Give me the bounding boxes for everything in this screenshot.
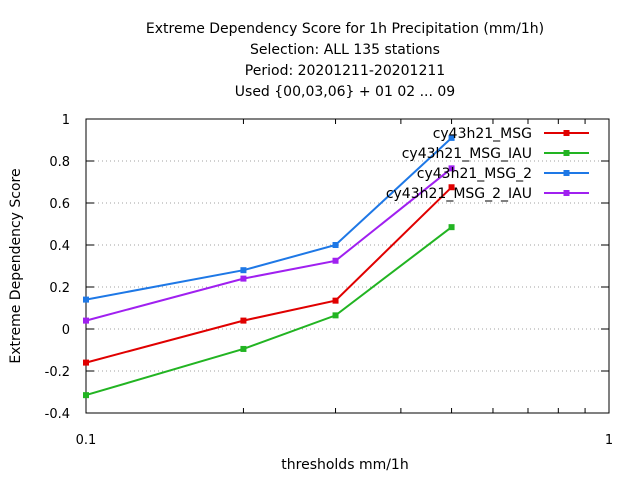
legend-marker — [563, 150, 570, 156]
x-tick-label: 0.1 — [76, 433, 97, 448]
chart-title: Extreme Dependency Score for 1h Precipit… — [146, 21, 544, 100]
series-layer — [83, 134, 455, 399]
y-tick-label: 0 — [62, 323, 70, 338]
data-point — [332, 257, 339, 264]
legend-label: cy43h21_MSG_IAU — [402, 146, 532, 162]
y-tick-label: 0.2 — [49, 281, 70, 296]
y-tick-label: 0.4 — [49, 239, 70, 254]
y-axis-label: Extreme Dependency Score — [8, 168, 24, 363]
series-4 — [83, 165, 455, 324]
data-point — [332, 312, 339, 319]
data-point — [83, 317, 89, 324]
title-line-2: Selection: ALL 135 stations — [250, 42, 440, 58]
x-axis-label: thresholds mm/1h — [281, 457, 408, 473]
data-point — [240, 345, 247, 352]
data-point — [83, 359, 89, 366]
legend-label: cy43h21_MSG_2 — [417, 166, 532, 182]
y-tick-label: 1 — [62, 113, 70, 128]
legend-marker — [563, 190, 570, 196]
x-tick-label: 1 — [605, 433, 613, 448]
data-point — [332, 242, 339, 248]
title-line-3: Period: 20201211-20201211 — [245, 63, 445, 79]
data-point — [240, 267, 247, 274]
legend-label: cy43h21_MSG_2_IAU — [386, 186, 532, 202]
series-line — [85, 226, 453, 397]
data-point — [83, 392, 89, 399]
data-point — [240, 317, 247, 324]
legend-label: cy43h21_MSG — [433, 126, 532, 142]
data-point — [83, 296, 89, 303]
data-point — [448, 165, 455, 172]
legend-marker — [563, 130, 570, 136]
series-line — [85, 167, 453, 322]
axis-ticks: -0.4 -0.2 0 0.2 0.4 0.6 0.8 1 0.1 1 — [45, 113, 614, 448]
title-line-4: Used {00,03,06} + 01 02 ... 09 — [235, 84, 455, 100]
series-line — [85, 137, 453, 301]
y-tick-label: 0.8 — [49, 155, 70, 170]
data-point — [448, 224, 455, 231]
legend-marker — [563, 170, 570, 176]
data-point — [240, 275, 247, 282]
y-tick-label: 0.6 — [49, 197, 70, 212]
y-tick-label: -0.2 — [45, 365, 70, 380]
series-3 — [83, 134, 455, 303]
data-point — [448, 184, 455, 191]
series-2 — [83, 224, 455, 399]
series-1 — [83, 184, 455, 366]
title-line-1: Extreme Dependency Score for 1h Precipit… — [146, 21, 544, 37]
legend: cy43h21_MSG cy43h21_MSG_IAU cy43h21_MSG_2c… — [386, 126, 589, 202]
plot-frame — [85, 118, 610, 414]
data-point — [332, 297, 339, 304]
y-tick-label: -0.4 — [45, 407, 70, 422]
series-line — [85, 186, 453, 364]
data-point — [448, 134, 455, 141]
